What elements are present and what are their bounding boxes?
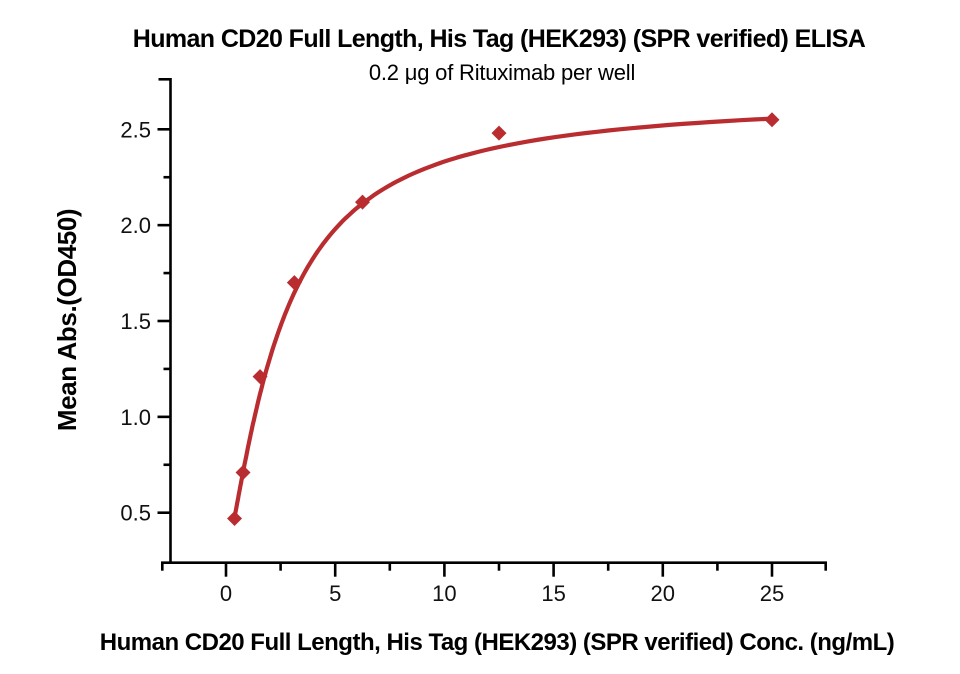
x-tick-label: 25 (760, 581, 784, 606)
data-point-marker (235, 464, 251, 480)
y-tick-label: 1.5 (120, 309, 151, 334)
chart-subtitle: 0.2 μg of Rituximab per well (369, 60, 635, 85)
axes-group: 0 5 10 15 20 25 0.5 1.0 1.5 2.0 2.5 (120, 78, 828, 606)
chart-title: Human CD20 Full Length, His Tag (HEK293)… (133, 25, 866, 53)
data-point-marker (491, 125, 507, 141)
x-axis-title: Human CD20 Full Length, His Tag (HEK293)… (100, 629, 894, 656)
x-tick-label: 0 (220, 581, 232, 606)
y-tick-label: 2.5 (120, 117, 151, 142)
x-tick-label: 15 (541, 581, 565, 606)
y-tick-label: 0.5 (120, 501, 151, 526)
data-point-marker (252, 369, 268, 385)
fit-curve (232, 116, 775, 520)
y-tick-label: 1.0 (120, 405, 151, 430)
x-tick-label: 10 (432, 581, 456, 606)
y-tick-label: 2.0 (120, 213, 151, 238)
data-point-marker (227, 510, 243, 526)
data-point-marker (286, 275, 302, 291)
x-tick-label: 20 (651, 581, 675, 606)
data-point-marker (764, 112, 780, 128)
series-group (227, 112, 780, 526)
x-tick-label: 5 (329, 581, 341, 606)
data-point-marker (355, 194, 370, 210)
y-axis-title: Mean Abs.(OD450) (52, 209, 82, 431)
